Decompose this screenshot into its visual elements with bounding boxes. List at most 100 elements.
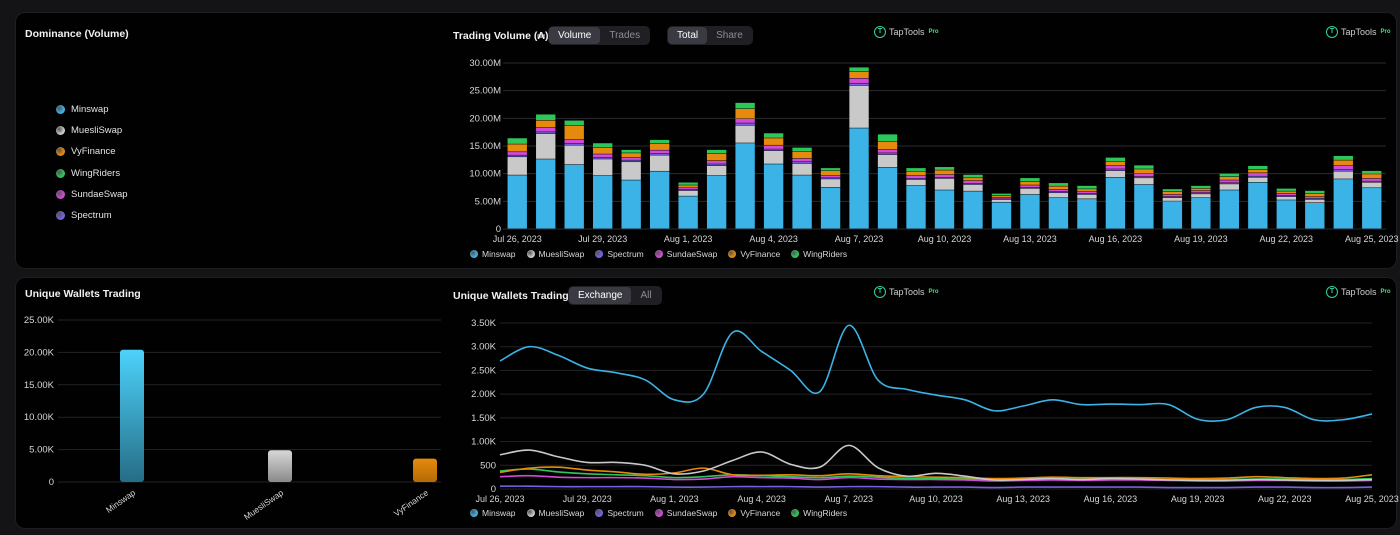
tab-all[interactable]: All <box>640 290 652 301</box>
bar-wingriders[interactable] <box>1162 189 1183 192</box>
bar-spectrum[interactable] <box>507 155 527 157</box>
bar-minswap[interactable] <box>621 180 641 229</box>
bar-wingriders[interactable] <box>621 149 641 153</box>
line-wingriders[interactable] <box>499 468 1373 481</box>
bar-vyfinance[interactable] <box>706 153 727 161</box>
bar-minswap[interactable] <box>564 164 584 229</box>
bar-muesliswap[interactable] <box>991 199 1012 202</box>
bar-minswap[interactable] <box>877 167 898 229</box>
bar-muesliswap[interactable] <box>1219 184 1240 190</box>
bar-muesliswap[interactable] <box>1134 178 1154 185</box>
bar-sundaeswap[interactable] <box>507 152 527 155</box>
tab-volume[interactable]: Volume <box>549 27 601 44</box>
bar-spectrum[interactable] <box>934 177 955 179</box>
bar-spectrum[interactable] <box>820 178 841 179</box>
bar-sundaeswap[interactable] <box>1048 189 1069 192</box>
bar-minswap[interactable] <box>1305 202 1325 229</box>
bar-vyfinance[interactable] <box>1305 193 1325 197</box>
legend-item-minswap[interactable]: Minswap <box>56 99 128 120</box>
bar-muesliswap[interactable] <box>735 125 755 143</box>
bar-spectrum[interactable] <box>1305 198 1325 200</box>
bar-muesliswap[interactable] <box>934 178 955 190</box>
bar-vyfinance[interactable] <box>1162 191 1183 195</box>
bar-minswap[interactable] <box>735 143 755 229</box>
bar-wingriders[interactable] <box>1048 183 1069 186</box>
legend-item-muesliswap[interactable]: MuesliSwap <box>526 249 584 259</box>
legend-item-spectrum[interactable]: Spectrum <box>595 249 644 259</box>
bar-wingriders[interactable] <box>735 102 755 109</box>
bar-spectrum[interactable] <box>735 123 755 126</box>
bar-wingriders[interactable] <box>1362 170 1382 174</box>
legend-item-spectrum[interactable]: Spectrum <box>595 508 644 518</box>
bar-wingriders[interactable] <box>593 143 613 148</box>
bar-muesliswap[interactable] <box>536 133 556 159</box>
bar-wingriders[interactable] <box>564 120 584 126</box>
bar-vyfinance[interactable] <box>1219 176 1240 180</box>
bar-spectrum[interactable] <box>1134 176 1154 178</box>
bar-sundaeswap[interactable] <box>934 174 955 178</box>
bar-sundaeswap[interactable] <box>621 157 641 160</box>
bar-sundaeswap[interactable] <box>1219 180 1240 183</box>
bar-muesliswap[interactable] <box>877 154 898 168</box>
bar-muesliswap[interactable] <box>906 179 926 186</box>
bar-minswap[interactable] <box>1219 190 1240 229</box>
bar-minswap[interactable] <box>1362 188 1382 229</box>
bar-vyfinance[interactable] <box>1276 191 1296 194</box>
bar-sundaeswap[interactable] <box>1191 190 1211 193</box>
legend-item-muesliswap[interactable]: MuesliSwap <box>526 508 584 518</box>
bar-vyfinance[interactable] <box>1105 161 1126 166</box>
bar-wingriders[interactable] <box>906 168 926 171</box>
bar-sundaeswap[interactable] <box>564 139 584 144</box>
bar-muesliswap[interactable] <box>763 150 784 164</box>
bar-spectrum[interactable] <box>536 132 556 134</box>
bar-wingriders[interactable] <box>1191 185 1211 189</box>
bar-spectrum[interactable] <box>963 183 983 185</box>
bar-wingriders[interactable] <box>507 138 527 144</box>
bar-wingriders[interactable] <box>1333 155 1353 160</box>
bar-muesliswap[interactable] <box>1105 170 1126 178</box>
legend-item-wingriders[interactable]: WingRiders <box>791 508 847 518</box>
bar-muesliswap[interactable] <box>1162 198 1183 201</box>
bar-muesliswap[interactable] <box>1276 196 1296 200</box>
bar-sundaeswap[interactable] <box>1162 194 1183 197</box>
bar-muesliswap[interactable] <box>849 85 869 128</box>
bar-spectrum[interactable] <box>849 83 869 86</box>
bar-wingriders[interactable] <box>536 114 556 121</box>
bar-vyfinance[interactable] <box>564 125 584 140</box>
bar-vyfinance[interactable] <box>820 170 841 176</box>
bar-muesliswap[interactable] <box>1048 193 1069 198</box>
bar-spectrum[interactable] <box>1276 195 1296 197</box>
bar-wingriders[interactable] <box>877 134 898 142</box>
legend-item-vyfinance[interactable]: VyFinance <box>728 249 780 259</box>
bar-sundaeswap[interactable] <box>1276 193 1296 196</box>
bar-minswap[interactable] <box>1248 182 1268 229</box>
bar-minswap[interactable] <box>1162 201 1183 229</box>
bar-spectrum[interactable] <box>1105 169 1126 171</box>
bar-wingriders[interactable] <box>792 147 812 152</box>
legend-item-minswap[interactable]: Minswap <box>470 508 516 518</box>
bar-sundaeswap[interactable] <box>1333 165 1353 170</box>
bar-sundaeswap[interactable] <box>963 180 983 184</box>
bar-minswap[interactable] <box>849 128 869 229</box>
bar-minswap[interactable] <box>906 185 926 229</box>
bar-wingriders[interactable] <box>1305 190 1325 194</box>
bar-vyfinance[interactable] <box>1048 186 1069 190</box>
bar-vyfinance[interactable] <box>507 144 527 152</box>
bar-minswap[interactable] <box>763 164 784 229</box>
bar-muesliswap[interactable] <box>1191 194 1211 198</box>
tab-trades[interactable]: Trades <box>609 30 641 41</box>
bar-vyfinance[interactable] <box>1077 189 1097 192</box>
line-vyfinance[interactable] <box>499 466 1373 480</box>
bar-sundaeswap[interactable] <box>792 158 812 162</box>
bar-wingriders[interactable] <box>1020 178 1040 182</box>
bar-sundaeswap[interactable] <box>1134 173 1154 177</box>
bar-muesliswap[interactable] <box>1333 171 1353 179</box>
bar-sundaeswap[interactable] <box>1077 191 1097 194</box>
bar-spectrum[interactable] <box>1248 176 1268 178</box>
bar-sundaeswap[interactable] <box>678 188 698 190</box>
bar-wingriders[interactable] <box>963 174 983 178</box>
bar-muesliswap[interactable] <box>963 184 983 191</box>
line-minswap[interactable] <box>499 324 1373 423</box>
legend-item-sundaeswap[interactable]: SundaeSwap <box>654 508 717 518</box>
bar-spectrum[interactable] <box>649 153 670 155</box>
